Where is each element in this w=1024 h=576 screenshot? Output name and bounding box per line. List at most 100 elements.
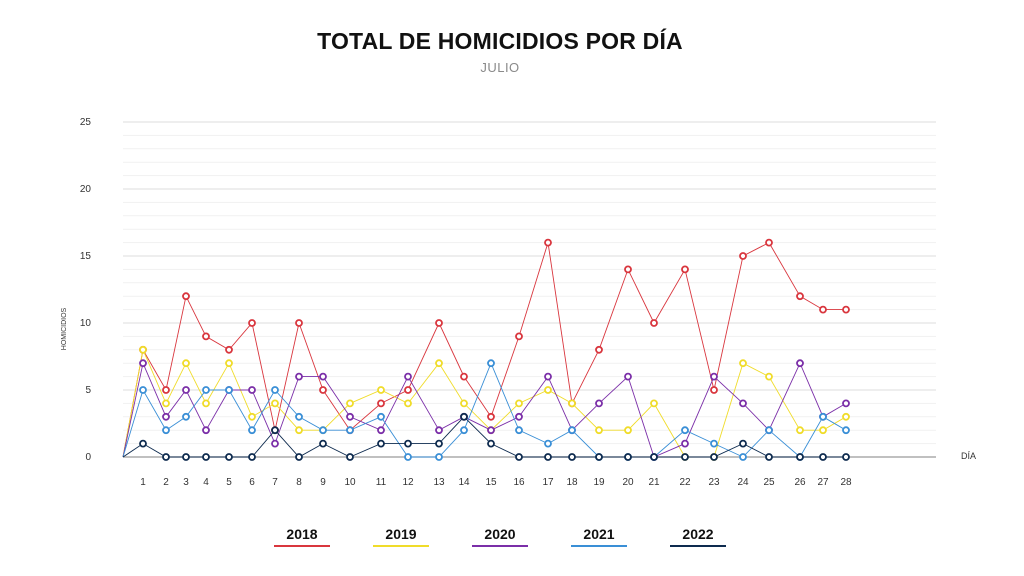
data-point <box>819 453 827 461</box>
data-point <box>796 359 804 368</box>
data-point <box>460 426 468 435</box>
series-line <box>122 416 846 458</box>
data-point <box>202 332 210 341</box>
data-point <box>796 292 804 301</box>
x-tick-label: 2 <box>163 477 169 488</box>
x-tick-label: 13 <box>433 477 445 488</box>
data-point <box>568 399 576 408</box>
data-point <box>842 453 850 461</box>
data-point <box>182 359 190 368</box>
data-point <box>681 439 689 448</box>
x-tick-label: 6 <box>249 477 255 488</box>
data-point <box>739 439 747 448</box>
data-point <box>248 319 256 327</box>
data-point <box>139 345 147 354</box>
data-point <box>595 345 603 354</box>
data-point <box>139 439 147 448</box>
legend-item: 2022 <box>668 526 728 547</box>
data-point <box>842 399 850 408</box>
data-point <box>739 399 747 408</box>
data-point <box>739 453 747 461</box>
x-tick-label: 23 <box>708 477 720 488</box>
data-point <box>404 372 412 381</box>
x-tick-label: 5 <box>226 477 232 488</box>
x-tick-label: 7 <box>272 477 278 488</box>
x-tick-label: 8 <box>296 477 302 488</box>
x-tick-label: 14 <box>458 477 470 488</box>
data-point <box>515 426 523 435</box>
y-axis-label: HOMICIDIOS <box>61 307 68 350</box>
x-tick-label: 3 <box>183 477 189 488</box>
data-point <box>162 412 170 421</box>
series-line <box>122 361 847 458</box>
data-point <box>710 386 718 394</box>
data-point <box>544 453 552 461</box>
x-tick-label: 27 <box>817 477 829 488</box>
data-point <box>162 453 170 461</box>
data-point <box>225 453 233 461</box>
data-point <box>624 372 632 381</box>
data-point <box>139 359 147 368</box>
data-point <box>819 305 827 314</box>
data-point <box>182 412 190 421</box>
data-point <box>595 426 603 435</box>
legend-swatch <box>571 545 627 547</box>
data-point <box>404 453 412 461</box>
x-tick-label: 21 <box>648 477 660 488</box>
data-point <box>842 412 850 421</box>
legend-swatch <box>373 545 429 547</box>
data-point <box>796 426 804 435</box>
data-point <box>681 426 689 435</box>
x-tick-label: 11 <box>376 477 387 488</box>
legend-swatch <box>472 545 528 547</box>
data-point <box>435 439 443 448</box>
legend-label: 2019 <box>385 526 417 542</box>
x-tick-label: 26 <box>794 477 806 488</box>
y-tick-label: 15 <box>80 251 92 262</box>
data-point <box>595 399 603 408</box>
data-point <box>487 426 495 435</box>
x-tick-label: 18 <box>566 477 578 488</box>
data-point <box>248 412 256 421</box>
data-point <box>404 386 412 394</box>
data-point <box>650 399 658 408</box>
data-point <box>377 426 385 435</box>
data-point <box>162 426 170 435</box>
data-point <box>681 265 689 274</box>
data-point <box>248 386 256 394</box>
data-point <box>295 372 303 381</box>
data-point <box>515 332 523 341</box>
data-point <box>624 453 632 461</box>
data-point <box>819 412 827 421</box>
data-point <box>710 453 718 461</box>
legend: 2018 2019 2020 2021 2022 <box>0 526 1024 550</box>
data-point <box>765 426 773 435</box>
series-group <box>122 238 850 461</box>
data-point <box>202 426 210 435</box>
data-point <box>295 412 303 421</box>
series-2021 <box>122 359 850 461</box>
y-tick-label: 25 <box>80 117 92 128</box>
data-point <box>460 412 468 421</box>
data-point <box>295 426 303 435</box>
data-point <box>739 252 747 260</box>
data-point <box>568 426 576 435</box>
data-point <box>650 319 658 327</box>
data-point <box>544 439 552 448</box>
series-2022 <box>122 412 850 461</box>
legend-item: 2019 <box>371 526 431 547</box>
series-line <box>122 362 847 458</box>
data-point <box>765 372 773 381</box>
data-point <box>346 426 354 435</box>
data-point <box>624 426 632 435</box>
data-point <box>271 426 279 435</box>
x-tick-label: 12 <box>402 477 414 488</box>
data-point <box>225 386 233 394</box>
data-point <box>139 386 147 394</box>
data-point <box>271 399 279 408</box>
data-point <box>842 426 850 435</box>
legend-item: 2018 <box>272 526 332 547</box>
x-tick-label: 16 <box>513 477 525 488</box>
x-tick-label: 10 <box>344 477 356 488</box>
data-point <box>515 412 523 421</box>
